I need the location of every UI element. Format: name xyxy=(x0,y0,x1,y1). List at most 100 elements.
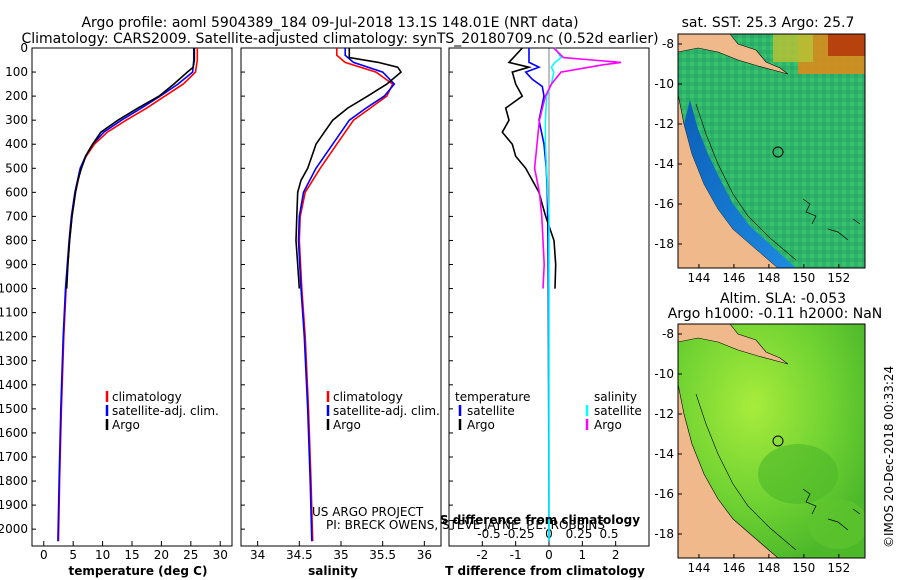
map-x-tick-label: 148 xyxy=(757,271,780,285)
sla-queensland-land xyxy=(678,383,779,558)
depth-tick-label: 1600 xyxy=(0,426,28,440)
temperature-series xyxy=(57,48,199,542)
pi-annotation: PI: BRECK OWENS, STEVE JAYNE, P.E. ROBBI… xyxy=(326,518,605,532)
salinity-xlabel: salinity xyxy=(308,564,358,578)
difference-x-tick-label: 2 xyxy=(612,548,620,562)
legend-salinity-title: salinity xyxy=(594,390,637,404)
salinity-series xyxy=(295,48,403,542)
temperature-legend: climatology satellite-adj. clim. Argo xyxy=(105,390,219,432)
salinity-x-tick-label: 35.5 xyxy=(369,548,396,562)
sst-reef-outlines xyxy=(802,198,861,241)
imos-credit: ©IMOS 20-Dec-2018 00:33:24 xyxy=(882,366,896,548)
sla-bathymetry-contour xyxy=(695,393,797,551)
legend-t-satellite: satellite xyxy=(467,404,515,418)
map-y-tick-label: -18 xyxy=(654,237,674,251)
difference-s-tick-label: 0.5 xyxy=(599,527,618,541)
map-x-tick-label: 144 xyxy=(688,561,711,575)
map-y-tick-label: -14 xyxy=(654,157,674,171)
legend-s-argo: Argo xyxy=(594,418,622,432)
map-y-tick-label: -12 xyxy=(654,407,674,421)
salinity-x-tick-label: 34.5 xyxy=(286,548,313,562)
depth-tick-label: 500 xyxy=(5,161,28,175)
salinity-panel-frame xyxy=(240,47,442,547)
depth-tick-label: 1700 xyxy=(0,450,28,464)
temperature-x-tick-label: 10 xyxy=(95,548,110,562)
sla-low-patch xyxy=(758,444,838,504)
sla-map-title-2: Argo h1000: -0.11 h2000: NaN xyxy=(668,306,883,322)
map-x-tick-label: 146 xyxy=(722,271,745,285)
legend-temperature-title: temperature xyxy=(455,390,530,404)
map-x-tick-label: 152 xyxy=(827,271,850,285)
depth-tick-label: 1400 xyxy=(0,378,28,392)
legend-argo: Argo xyxy=(112,418,140,432)
series-line-satellite-adj--clim- xyxy=(297,48,396,542)
sla-low-patch-2 xyxy=(808,499,865,549)
salinity-legend: climatology satellite-adj. clim. Argo xyxy=(326,390,440,432)
legend-satellite: satellite-adj. clim. xyxy=(112,404,219,418)
temperature-x-tick-label: 25 xyxy=(183,548,198,562)
title-line-1: Argo profile: aoml 5904389_184 09-Jul-20… xyxy=(81,15,578,31)
difference-s-tick-label: 0.25 xyxy=(566,527,593,541)
depth-tick-label: 200 xyxy=(5,89,28,103)
map-y-tick-label: -12 xyxy=(654,117,674,131)
legend-satellite: satellite-adj. clim. xyxy=(333,404,440,418)
depth-tick-label: 700 xyxy=(5,209,28,223)
sst-hot-patch xyxy=(828,34,865,56)
depth-tick-label: 0 xyxy=(20,41,28,55)
depth-tick-label: 600 xyxy=(5,185,28,199)
salinity-x-tick-label: 35 xyxy=(333,548,348,562)
temperature-x-tick-label: 20 xyxy=(154,548,169,562)
series-line-s-satellite xyxy=(544,47,563,542)
legend-t-argo: Argo xyxy=(467,418,495,432)
legend-climatology: climatology xyxy=(112,390,182,404)
map-x-tick-label: 148 xyxy=(757,561,780,575)
sla-argo-marker xyxy=(772,435,784,447)
temperature-x-axis: 0 5 10 15 20 25 30 xyxy=(40,541,228,562)
depth-tick-label: 1500 xyxy=(0,402,28,416)
difference-x-tick-label: 1 xyxy=(579,548,587,562)
depth-tick-label: 100 xyxy=(5,65,28,79)
difference-s-tick-label: -0.25 xyxy=(503,527,534,541)
title-line-2: Climatology: CARS2009. Satellite-adjuste… xyxy=(21,31,658,47)
sla-map-axes: 144 146 148 150 152 -8 -10 -12 -14 -16 -18 xyxy=(654,327,850,575)
sst-map-title: sat. SST: 25.3 Argo: 25.7 xyxy=(682,15,855,31)
series-line-t-argo xyxy=(501,47,557,289)
map-y-tick-label: -18 xyxy=(654,527,674,541)
depth-tick-label: 400 xyxy=(5,137,28,151)
sla-map-frame xyxy=(677,323,866,559)
series-line-s-argo xyxy=(533,47,622,289)
depth-tick-label: 900 xyxy=(5,258,28,272)
map-x-tick-label: 146 xyxy=(722,561,745,575)
map-y-tick-label: -14 xyxy=(654,447,674,461)
difference-x-tick-label: -2 xyxy=(476,548,488,562)
difference-legend: temperature satellite Argo salinity sate… xyxy=(455,390,642,432)
difference-x-tick-label: 0 xyxy=(545,548,553,562)
salinity-x-tick-label: 36 xyxy=(417,548,432,562)
depth-tick-label: 1300 xyxy=(0,354,28,368)
legend-climatology: climatology xyxy=(333,390,403,404)
sla-map-title-1: Altim. SLA: -0.053 xyxy=(720,291,846,307)
series-line-argo xyxy=(65,48,196,289)
map-y-tick-label: -10 xyxy=(654,77,674,91)
temperature-x-tick-label: 30 xyxy=(213,548,228,562)
map-y-tick-label: -8 xyxy=(662,327,674,341)
sla-reef-outlines xyxy=(802,488,861,531)
series-line-climatology xyxy=(298,48,394,542)
map-y-tick-label: -16 xyxy=(654,487,674,501)
sst-reef-lagoon xyxy=(684,100,796,268)
depth-tick-label: 800 xyxy=(5,233,28,247)
series-line-t-satellite xyxy=(524,48,550,542)
sst-argo-marker xyxy=(772,146,784,158)
map-x-tick-label: 152 xyxy=(827,561,850,575)
map-x-tick-label: 150 xyxy=(792,271,815,285)
depth-tick-label: 1800 xyxy=(0,474,28,488)
map-y-tick-label: -10 xyxy=(654,367,674,381)
depth-tick-label: 1900 xyxy=(0,498,28,512)
sst-new-guinea xyxy=(678,34,789,75)
map-x-tick-label: 144 xyxy=(688,271,711,285)
sst-yellow-patch xyxy=(773,34,813,62)
temperature-x-tick-label: 0 xyxy=(40,548,48,562)
depth-tick-label: 2000 xyxy=(0,522,28,536)
depth-tick-label: 1100 xyxy=(0,306,28,320)
salinity-x-tick-label: 34 xyxy=(250,548,265,562)
